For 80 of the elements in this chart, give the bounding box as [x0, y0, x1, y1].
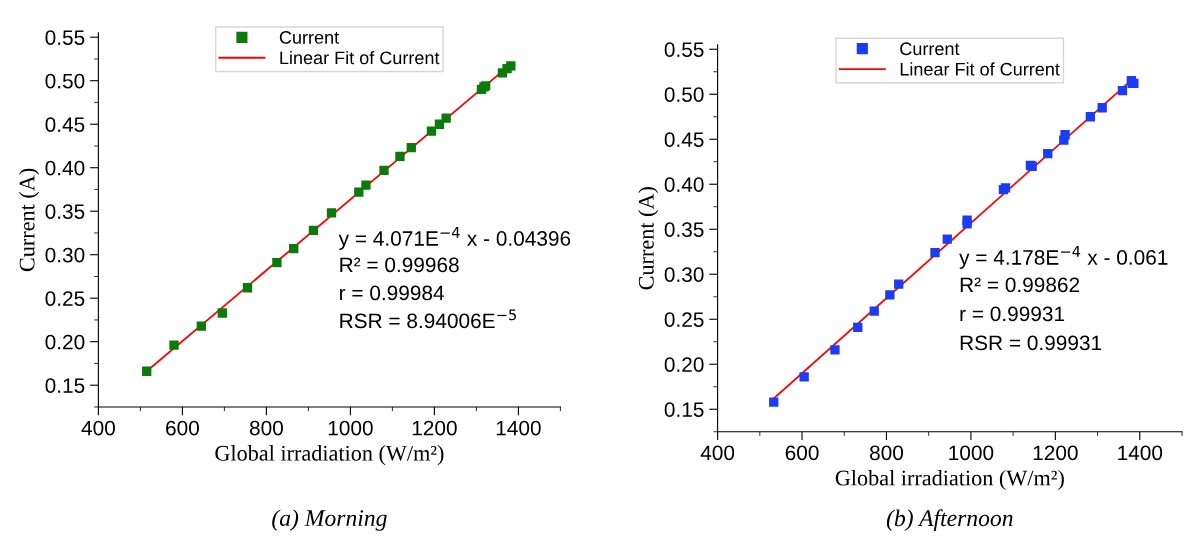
text: (a) Morning: [272, 509, 387, 531]
y-axis-title: Current (A): [18, 168, 40, 272]
point: [441, 113, 451, 123]
x-tick-label: 600: [785, 445, 819, 461]
y-tick-label: 0.35: [664, 222, 704, 237]
annotation: r = 0.99931: [960, 306, 1065, 322]
y-tick-label: 0.20: [664, 357, 704, 372]
legend-label: Current: [279, 31, 339, 44]
point: [196, 321, 206, 331]
annotation: RSR = 8.94006E$^{−5}$: [340, 309, 516, 329]
point: [869, 306, 879, 316]
annotation: RSR = 0.99931: [960, 335, 1102, 351]
x-tick-label: 1400: [1118, 445, 1163, 461]
y-tick-label: 0.20: [45, 334, 85, 350]
x-tick-label: 1000: [328, 420, 373, 436]
point: [1097, 103, 1107, 113]
point: [1060, 130, 1070, 140]
point: [169, 340, 179, 350]
y-tick-label: 0.40: [45, 160, 85, 176]
point: [217, 308, 227, 318]
x-axis-title: Global irradiation (W/m²): [215, 445, 444, 466]
point: [379, 165, 389, 175]
x-axis-title: Global irradiation (W/m²): [835, 469, 1064, 491]
point: [894, 279, 904, 289]
y-tick-label: 0.15: [664, 402, 704, 417]
point: [799, 372, 809, 382]
x-tick-label: 800: [249, 420, 283, 436]
point: [1085, 112, 1096, 122]
y-tick-label: 0.50: [45, 73, 85, 89]
point: [142, 366, 152, 376]
point: [354, 187, 364, 197]
y-tick-label: 0.45: [45, 117, 85, 132]
point: [289, 243, 299, 254]
point: [426, 126, 437, 136]
x-tick-label: 1000: [949, 445, 994, 461]
legend-label: Linear Fit of Current: [900, 62, 1060, 76]
point: [242, 283, 253, 293]
point: [1043, 148, 1053, 159]
x-tick-label: 800: [870, 445, 904, 461]
y-tick-label: 0.55: [45, 30, 85, 45]
y-tick-label: 0.25: [664, 312, 704, 327]
x-tick-label: 1200: [1033, 445, 1078, 461]
x-tick-label: 400: [700, 445, 735, 461]
point: [326, 208, 337, 218]
x-tick-label: 1400: [496, 420, 541, 436]
point: [395, 151, 405, 162]
point: [361, 180, 371, 190]
legend-label: Current: [900, 42, 960, 56]
text: (b) Afternoon: [886, 509, 1013, 531]
point: [1117, 85, 1128, 96]
point: [942, 234, 952, 244]
point: [885, 290, 895, 300]
point: [406, 143, 416, 153]
y-tick-label: 0.25: [45, 291, 85, 306]
y-tick-label: 0.45: [664, 132, 704, 147]
point: [853, 322, 863, 332]
y-axis-title: Current (A): [638, 187, 659, 290]
y-tick-label: 0.15: [45, 378, 85, 393]
point: [506, 61, 516, 71]
annotation: y = 4.178E$^{−4}$ x - 0.061: [959, 246, 1168, 269]
y-tick-label: 0.55: [664, 42, 704, 57]
y-tick-label: 0.35: [45, 204, 85, 219]
x-tick-label: 400: [81, 420, 115, 436]
x-tick-label: 1200: [412, 420, 457, 436]
y-tick-label: 0.50: [664, 87, 704, 102]
annotation: R² = 0.99968: [340, 257, 459, 273]
y-tick-label: 0.30: [45, 247, 85, 263]
point: [962, 215, 972, 225]
y-tick-label: 0.30: [664, 267, 704, 282]
annotation: y = 4.071E$^{−4}$ x - 0.04396: [338, 227, 571, 250]
annotation: r = 0.99984: [340, 285, 445, 301]
y-tick-label: 0.40: [664, 177, 704, 192]
point: [308, 225, 319, 236]
point: [830, 345, 840, 355]
point: [930, 247, 940, 258]
point: [272, 257, 282, 268]
legend-label: Linear Fit of Current: [280, 51, 440, 65]
annotation: R² = 0.99862: [960, 277, 1080, 293]
x-tick-label: 600: [166, 420, 199, 436]
point: [769, 397, 779, 407]
